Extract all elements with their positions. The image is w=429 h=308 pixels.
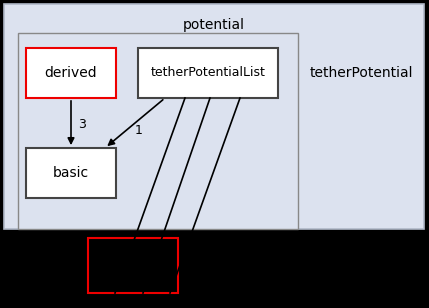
Text: 1: 1	[135, 124, 143, 136]
Bar	[138, 48, 278, 98]
Bar	[26, 148, 116, 198]
Text: derived: derived	[45, 66, 97, 80]
Bar	[18, 33, 298, 229]
Bar	[26, 48, 116, 98]
Text: 3: 3	[78, 119, 86, 132]
Text: potential: potential	[183, 18, 245, 32]
Text: tetherPotential: tetherPotential	[310, 66, 414, 80]
Text: tetherPotentialList: tetherPotentialList	[151, 67, 266, 79]
Text: basic: basic	[53, 166, 89, 180]
Bar	[88, 238, 178, 293]
Bar	[4, 4, 424, 229]
